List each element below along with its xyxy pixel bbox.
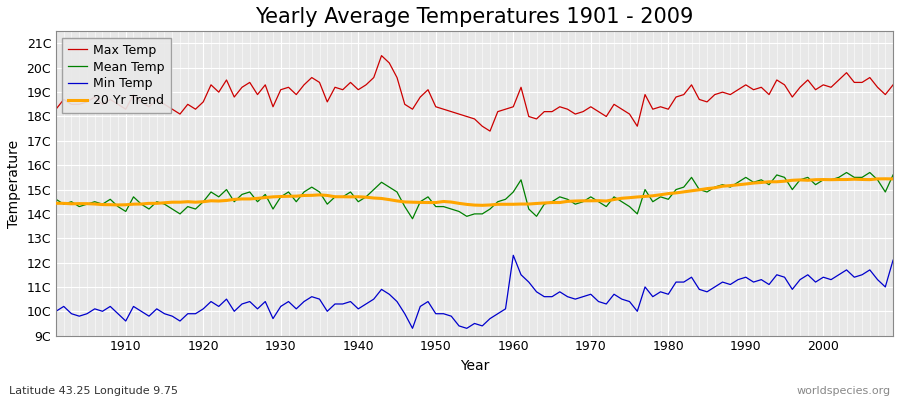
Max Temp [376,53,387,58]
20 Yr Trend [508,202,518,207]
Max Temp [329,85,340,90]
Min Temp [329,302,340,306]
Max Temp [616,107,627,112]
20 Yr Trend [284,194,294,199]
20 Yr Trend [50,201,61,206]
20 Yr Trend [477,203,488,208]
Min Temp [616,297,627,302]
Max Temp [887,82,898,87]
20 Yr Trend [608,197,619,202]
Max Temp [284,85,294,90]
Min Temp [112,311,123,316]
Min Temp [887,258,898,262]
Text: worldspecies.org: worldspecies.org [796,386,891,396]
Mean Temp [112,204,123,209]
Mean Temp [50,197,61,202]
20 Yr Trend [112,202,123,207]
Mean Temp [842,170,852,175]
20 Yr Trend [329,194,340,199]
20 Yr Trend [887,176,898,181]
Y-axis label: Temperature: Temperature [7,139,21,228]
20 Yr Trend [880,176,891,181]
X-axis label: Year: Year [460,359,490,373]
Mean Temp [508,190,518,194]
Max Temp [524,114,535,119]
Mean Temp [329,194,340,199]
Min Temp [508,253,518,258]
Line: Min Temp: Min Temp [56,255,893,328]
Mean Temp [407,216,418,221]
20 Yr Trend [516,202,526,206]
Min Temp [524,280,535,284]
Max Temp [484,129,495,134]
Min Temp [407,326,418,331]
Max Temp [112,102,123,107]
Min Temp [284,299,294,304]
Max Temp [50,107,61,112]
Mean Temp [516,178,526,182]
Mean Temp [887,172,898,177]
Line: 20 Yr Trend: 20 Yr Trend [56,179,893,205]
Line: Mean Temp: Mean Temp [56,172,893,219]
Min Temp [50,309,61,314]
Line: Max Temp: Max Temp [56,56,893,131]
Min Temp [516,272,526,277]
Mean Temp [284,190,294,194]
Max Temp [516,85,526,90]
Legend: Max Temp, Mean Temp, Min Temp, 20 Yr Trend: Max Temp, Mean Temp, Min Temp, 20 Yr Tre… [62,38,171,113]
Mean Temp [608,194,619,199]
Title: Yearly Average Temperatures 1901 - 2009: Yearly Average Temperatures 1901 - 2009 [256,7,694,27]
Text: Latitude 43.25 Longitude 9.75: Latitude 43.25 Longitude 9.75 [9,386,178,396]
